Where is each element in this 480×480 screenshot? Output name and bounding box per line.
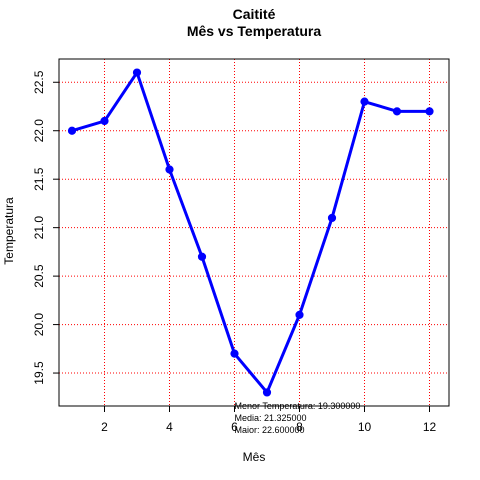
x-tick-label-4: 10	[358, 420, 372, 434]
data-point-1	[67, 126, 77, 135]
x-axis-label: Mês	[243, 450, 266, 464]
data-point-12	[425, 107, 434, 116]
x-tick-label-3: 8	[296, 420, 303, 434]
y-axis-label: Temperatura	[2, 197, 16, 265]
data-point-3	[132, 68, 142, 77]
y-tick-label-1: 20.0	[32, 313, 46, 337]
data-point-10	[360, 97, 369, 106]
annotations: Menor Temperatura: 19.300000 Media: 21.32…	[235, 401, 361, 435]
x-tick-label-1: 4	[166, 420, 173, 434]
data-point-6	[230, 349, 239, 358]
y-tick-label-0: 19.5	[32, 361, 46, 385]
axes	[53, 58, 450, 412]
data-point-9	[327, 213, 337, 223]
series-layer	[67, 68, 434, 397]
data-point-4	[165, 165, 174, 174]
chart-title: Caitité	[233, 6, 276, 22]
tick-labels: 2 4 6 8 10 12 19.5 20.0 20.5 21.0 21.5 22.0 22.5	[32, 70, 436, 434]
chart-subtitle: Mês vs Temperatura	[187, 23, 322, 39]
y-tick-label-4: 21.5	[32, 167, 46, 191]
annotation-1: Menor Temperatura: 19.300000	[235, 401, 361, 411]
data-point-8	[295, 310, 304, 319]
x-tick-label-0: 2	[101, 420, 108, 434]
data-point-5	[197, 252, 207, 261]
y-tick-label-5: 22.0	[32, 119, 46, 143]
data-point-2	[100, 116, 109, 126]
data-point-11	[392, 107, 402, 116]
x-tick-label-5: 12	[423, 420, 437, 434]
y-tick-label-3: 21.0	[32, 216, 46, 240]
y-tick-label-2: 20.5	[32, 264, 46, 288]
annotation-3: Maior: 22.600000	[235, 425, 305, 435]
annotation-2: Media: 21.325000	[235, 413, 307, 423]
x-tick-label-2: 6	[231, 420, 238, 434]
y-tick-label-6: 22.5	[32, 70, 46, 94]
plot-frame	[58, 58, 450, 407]
data-point-7	[262, 388, 272, 397]
grid-lines	[59, 59, 449, 406]
series-line-0	[71, 71, 430, 394]
